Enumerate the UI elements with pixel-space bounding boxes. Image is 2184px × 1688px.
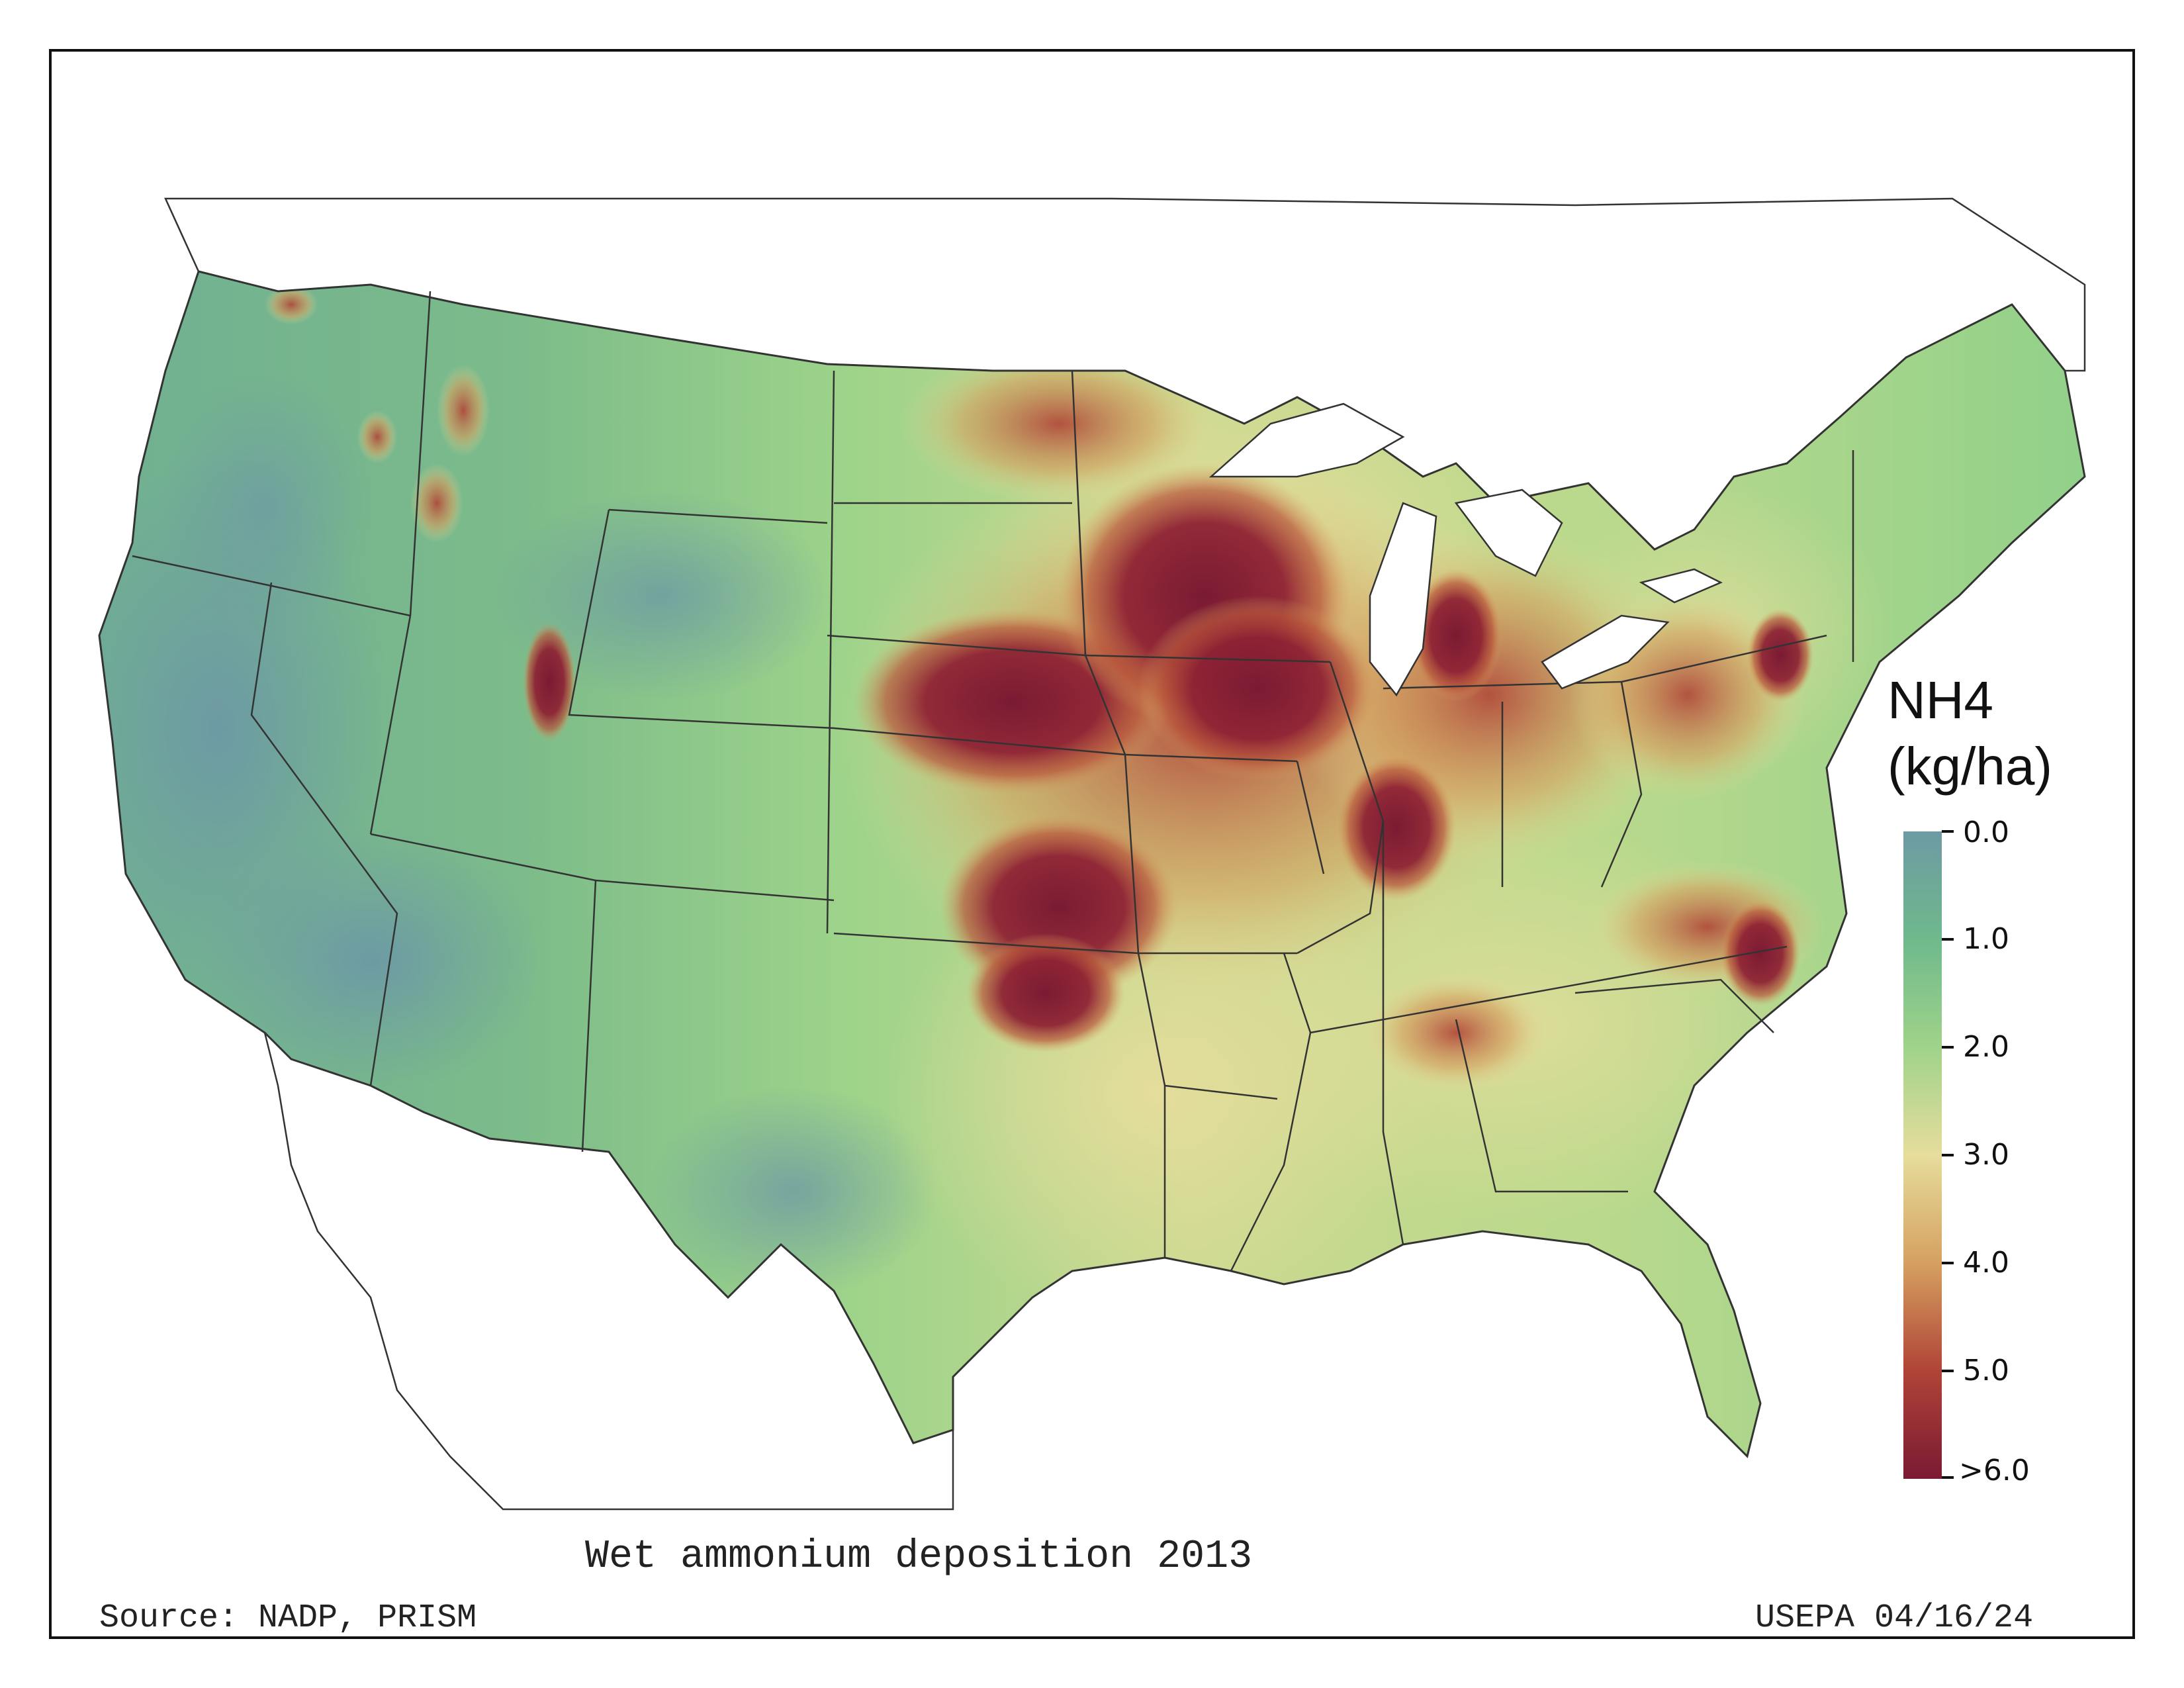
legend-tick-label: 1.0 xyxy=(1963,922,2009,956)
state-boundaries xyxy=(98,270,2086,1458)
map-frame xyxy=(49,49,2135,1639)
legend-units: (kg/ha) xyxy=(1888,737,2052,796)
legend-tick-label: 4.0 xyxy=(1963,1246,2009,1280)
legend-tick xyxy=(1942,1262,1954,1264)
legend-tick-label: 2.0 xyxy=(1963,1030,2009,1064)
legend-tick xyxy=(1942,1046,1954,1049)
legend-variable: NH4 xyxy=(1888,671,1994,729)
legend-tick-label: 0.0 xyxy=(1963,816,2009,849)
legend-tick-label: 3.0 xyxy=(1963,1138,2009,1172)
legend-tick xyxy=(1942,1476,1954,1479)
map-title: Wet ammonium deposition 2013 xyxy=(585,1534,1253,1579)
legend-tick xyxy=(1942,938,1954,941)
source-note: Source: NADP, PRISM xyxy=(99,1599,477,1637)
legend-tick xyxy=(1942,830,1954,833)
great-lakes xyxy=(1208,402,1723,697)
legend-tick-label: 5.0 xyxy=(1963,1354,2009,1387)
legend-color-bar xyxy=(1903,831,1942,1479)
legend-tick-label: >6.0 xyxy=(1959,1454,2030,1487)
credit-note: USEPA 04/16/24 xyxy=(1755,1599,2034,1637)
legend-tick xyxy=(1942,1154,1954,1156)
legend-tick xyxy=(1942,1370,1954,1372)
